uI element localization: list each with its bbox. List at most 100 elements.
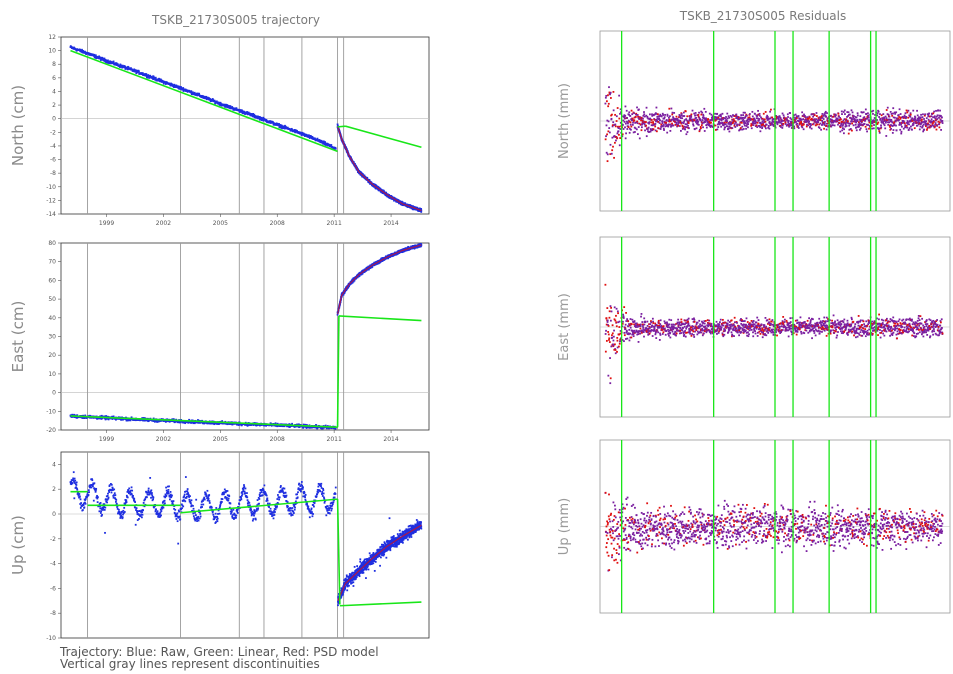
raw-point [203, 496, 206, 499]
raw-point [273, 514, 276, 516]
raw-point [149, 476, 152, 479]
y-axis-label: North (cm) [9, 85, 27, 166]
raw-point [356, 276, 359, 279]
linear-segment [338, 315, 422, 322]
raw-point [212, 513, 215, 516]
y-tick-label: -2 [50, 129, 56, 136]
raw-point [272, 511, 275, 514]
raw-point [322, 487, 324, 490]
raw-point [221, 493, 224, 496]
raw-point [354, 577, 356, 579]
raw-point [284, 495, 287, 498]
raw-point [91, 479, 94, 482]
raw-point [183, 495, 185, 498]
raw-point [276, 425, 279, 428]
raw-point [127, 489, 130, 491]
raw-point [94, 490, 97, 493]
raw-point [113, 492, 116, 495]
raw-point [184, 500, 187, 503]
raw-point [334, 492, 337, 495]
raw-point [276, 505, 278, 508]
raw-point [207, 497, 210, 500]
y-tick-label: 20 [48, 352, 56, 359]
raw-point [106, 501, 108, 504]
raw-point [70, 479, 73, 481]
raw-point [107, 492, 109, 495]
raw-point [323, 496, 325, 499]
raw-point [227, 499, 230, 502]
raw-point [134, 501, 137, 503]
raw-point [248, 501, 251, 504]
raw-point [306, 503, 309, 506]
raw-point [240, 491, 243, 494]
raw-point [121, 517, 124, 520]
raw-point [79, 48, 82, 51]
raw-point [371, 562, 374, 565]
raw-point [95, 496, 98, 499]
raw-point [326, 505, 329, 508]
raw-point [112, 489, 114, 491]
raw-point [292, 512, 295, 514]
raw-point [183, 493, 186, 496]
raw-point [106, 494, 109, 497]
y-axis-label: East (cm) [9, 301, 27, 373]
raw-point [240, 498, 243, 501]
raw-point [300, 134, 303, 136]
raw-point [214, 102, 216, 105]
raw-point [343, 582, 345, 585]
raw-point [178, 515, 181, 518]
raw-point [152, 417, 155, 420]
raw-point [308, 137, 311, 139]
raw-point [194, 511, 196, 514]
raw-point [99, 512, 102, 514]
raw-point [108, 484, 111, 487]
raw-point [202, 500, 204, 502]
raw-point [107, 59, 109, 62]
raw-point [297, 488, 300, 491]
raw-point [294, 506, 296, 509]
raw-point [293, 503, 296, 506]
raw-point [287, 505, 289, 508]
raw-point [219, 505, 221, 507]
raw-point [357, 168, 359, 171]
x-tick-label: 1999 [99, 220, 114, 227]
raw-point [84, 501, 86, 504]
raw-point [369, 554, 372, 557]
raw-point [319, 490, 322, 493]
raw-point [192, 504, 194, 507]
raw-point [302, 486, 304, 489]
raw-point [305, 424, 307, 426]
raw-point [246, 111, 249, 113]
raw-point [188, 498, 191, 501]
raw-point [271, 515, 273, 517]
raw-point [115, 418, 117, 421]
raw-point [166, 492, 169, 495]
raw-point [290, 512, 292, 515]
raw-point [180, 503, 183, 506]
raw-point [369, 558, 372, 561]
raw-point [347, 581, 350, 584]
raw-point [112, 496, 115, 499]
raw-point [213, 100, 216, 102]
raw-point [167, 490, 170, 493]
raw-point [313, 502, 316, 505]
raw-point [140, 516, 143, 519]
right-figure-title: TSKB_21730S005 Residuals [679, 9, 847, 23]
raw-point [165, 81, 168, 83]
raw-point [266, 499, 269, 502]
raw-point [281, 127, 283, 130]
raw-point [370, 563, 373, 565]
raw-point [171, 501, 174, 504]
raw-point [308, 516, 311, 519]
raw-point [76, 488, 79, 491]
raw-point [143, 505, 146, 508]
raw-point [131, 496, 134, 498]
raw-point [165, 420, 168, 423]
raw-point [269, 507, 272, 510]
raw-point [325, 514, 328, 517]
x-tick-label: 2014 [383, 436, 398, 443]
raw-point [228, 495, 231, 497]
raw-point [283, 487, 286, 490]
raw-point [149, 492, 152, 494]
y-tick-label: -4 [50, 143, 56, 150]
